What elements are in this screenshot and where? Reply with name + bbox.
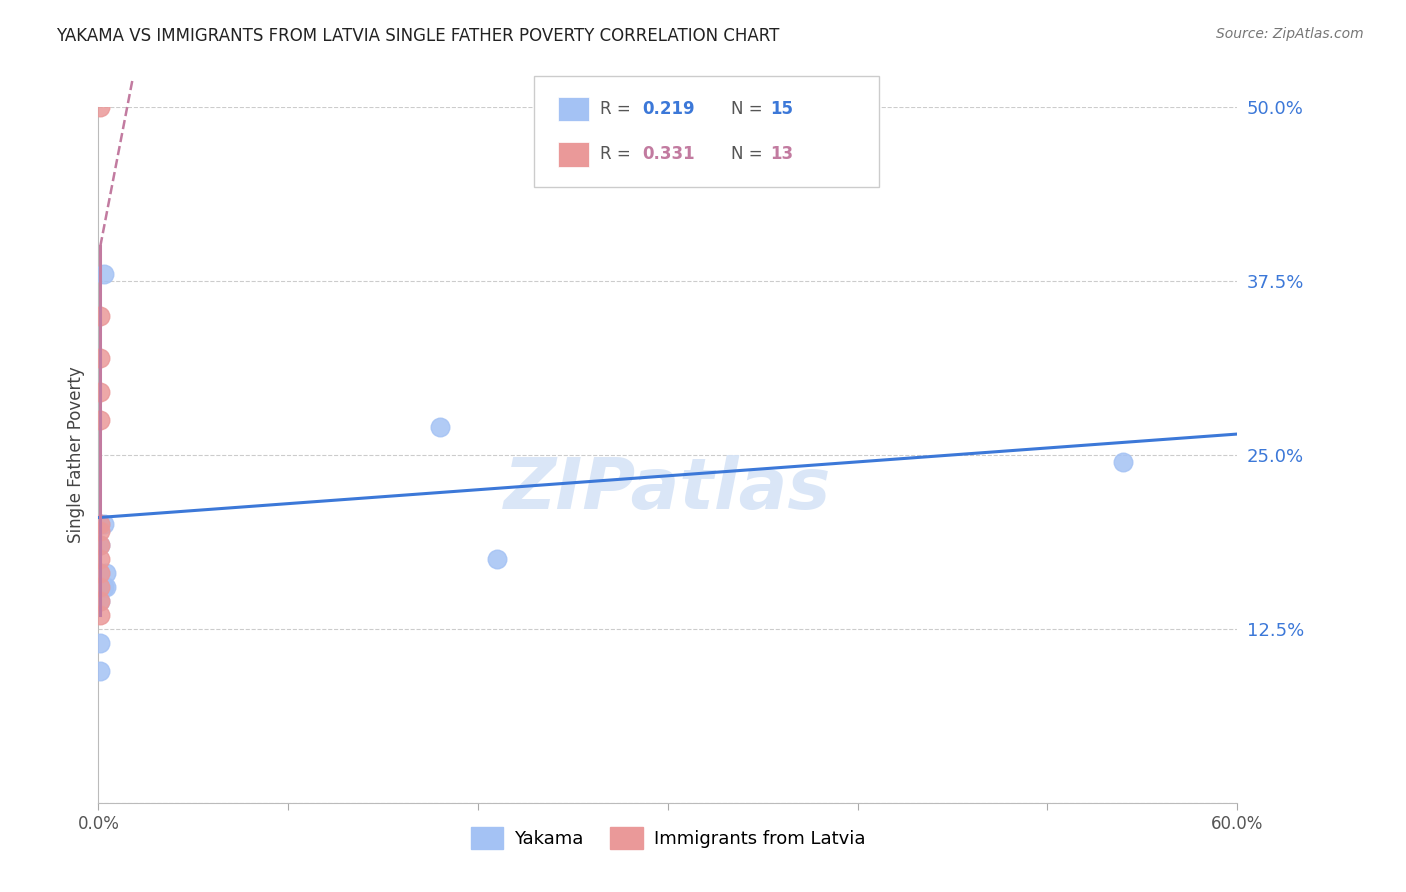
Point: [89, 524, 111, 539]
Point: [89, 552, 111, 566]
Text: 15: 15: [770, 100, 793, 118]
Text: R =: R =: [600, 145, 637, 163]
Point: [89, 594, 111, 608]
Point: [1112, 455, 1135, 469]
Text: Source: ZipAtlas.com: Source: ZipAtlas.com: [1216, 27, 1364, 41]
Text: YAKAMA VS IMMIGRANTS FROM LATVIA SINGLE FATHER POVERTY CORRELATION CHART: YAKAMA VS IMMIGRANTS FROM LATVIA SINGLE …: [56, 27, 779, 45]
Text: N =: N =: [731, 145, 768, 163]
Text: 0.219: 0.219: [643, 100, 695, 118]
Point: [89, 100, 111, 114]
Point: [93, 267, 115, 281]
Point: [89, 566, 111, 581]
Text: 13: 13: [770, 145, 793, 163]
Point: [429, 420, 451, 434]
Point: [486, 552, 509, 566]
Point: [89, 607, 111, 622]
Point: [89, 580, 111, 594]
Point: [89, 538, 111, 552]
Point: [89, 566, 111, 581]
Point: [89, 664, 111, 678]
Point: [89, 413, 111, 427]
Point: [89, 580, 111, 594]
Point: [89, 538, 111, 552]
Point: [89, 636, 111, 650]
Point: [89, 385, 111, 400]
Text: N =: N =: [731, 100, 768, 118]
Point: [94, 580, 117, 594]
Point: [89, 594, 111, 608]
Point: [89, 309, 111, 323]
Text: ZIPatlas: ZIPatlas: [505, 455, 831, 524]
Point: [89, 517, 111, 532]
Text: 0.331: 0.331: [643, 145, 695, 163]
Point: [93, 580, 115, 594]
Y-axis label: Single Father Poverty: Single Father Poverty: [66, 367, 84, 543]
Legend: Yakama, Immigrants from Latvia: Yakama, Immigrants from Latvia: [464, 820, 872, 856]
Point: [94, 566, 117, 581]
Text: R =: R =: [600, 100, 637, 118]
Point: [93, 517, 115, 532]
Point: [89, 351, 111, 365]
Point: [89, 517, 111, 532]
